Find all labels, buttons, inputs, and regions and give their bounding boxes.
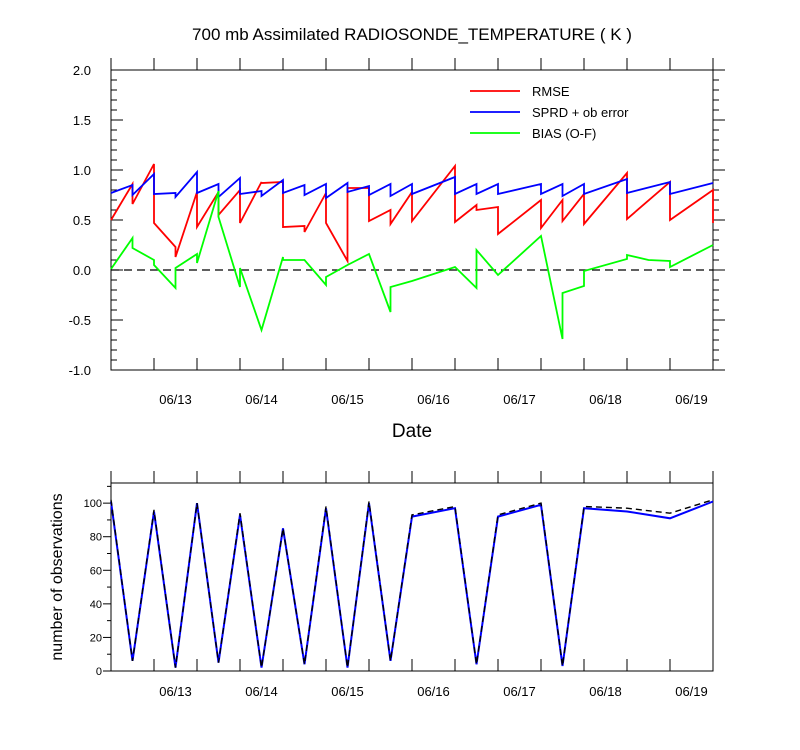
bottom-x-tick-labels: 06/13 06/14 06/15 06/16 06/17 06/18 06/19 <box>159 684 708 699</box>
x-tick-label: 06/13 <box>159 392 192 407</box>
x-axis-label: Date <box>392 421 432 442</box>
x-tick-label: 06/17 <box>503 392 536 407</box>
top-axis-ticks <box>110 58 725 371</box>
top-series-group <box>110 163 714 340</box>
legend-label: SPRD + ob error <box>532 105 629 120</box>
y-tick-label: 0.0 <box>73 263 91 278</box>
x-tick-label: 06/15 <box>331 684 364 699</box>
bottom-series-group <box>110 499 714 668</box>
y-tick-label: 1.5 <box>73 113 91 128</box>
y-tick-label: 80 <box>90 532 102 544</box>
x-tick-label: 06/18 <box>589 684 622 699</box>
y-tick-label: -0.5 <box>69 313 91 328</box>
bottom-axis-ticks <box>103 471 714 672</box>
y-tick-label: 40 <box>90 599 102 611</box>
x-tick-label: 06/18 <box>589 392 622 407</box>
y-tick-label: 2.0 <box>73 63 91 78</box>
x-tick-label: 06/14 <box>245 392 278 407</box>
y-tick-label: 0 <box>96 666 102 678</box>
x-tick-label: 06/14 <box>245 684 278 699</box>
x-tick-label: 06/19 <box>675 684 708 699</box>
chart-title: 700 mb Assimilated RADIOSONDE_TEMPERATUR… <box>192 25 632 44</box>
y-tick-label: 20 <box>90 632 102 644</box>
y-tick-label: 60 <box>90 565 102 577</box>
y-tick-label: 1.0 <box>73 163 91 178</box>
y-tick-label: -1.0 <box>69 363 91 378</box>
top-y-tick-labels: -1.0 -0.5 0.0 0.5 1.0 1.5 2.0 <box>69 63 91 378</box>
observation-count-line <box>110 499 714 668</box>
top-line-chart: -1.0-0.50.00.51.01.52.0 06/13 06/14 06/15 0… <box>69 58 725 407</box>
y-tick-label: 0.5 <box>73 213 91 228</box>
observations-y-axis-label: number of observations <box>49 493 66 660</box>
legend-label: BIAS (O-F) <box>532 126 596 141</box>
legend: RMSE SPRD + ob error BIAS (O-F) <box>470 84 629 141</box>
observation-count-line <box>110 500 714 668</box>
x-tick-label: 06/15 <box>331 392 364 407</box>
x-tick-label: 06/13 <box>159 684 192 699</box>
x-tick-label: 06/19 <box>675 392 708 407</box>
series-line <box>110 190 714 340</box>
x-tick-label: 06/16 <box>417 684 450 699</box>
legend-label: RMSE <box>532 84 570 99</box>
x-tick-label: 06/16 <box>417 392 450 407</box>
bottom-y-tick-labels: 0 20 40 60 80 100 <box>84 498 102 678</box>
x-tick-label: 06/17 <box>503 684 536 699</box>
y-tick-label: 100 <box>84 498 102 510</box>
series-line <box>110 169 714 200</box>
top-x-tick-labels: 06/13 06/14 06/15 06/16 06/17 06/18 06/19 <box>159 392 708 407</box>
